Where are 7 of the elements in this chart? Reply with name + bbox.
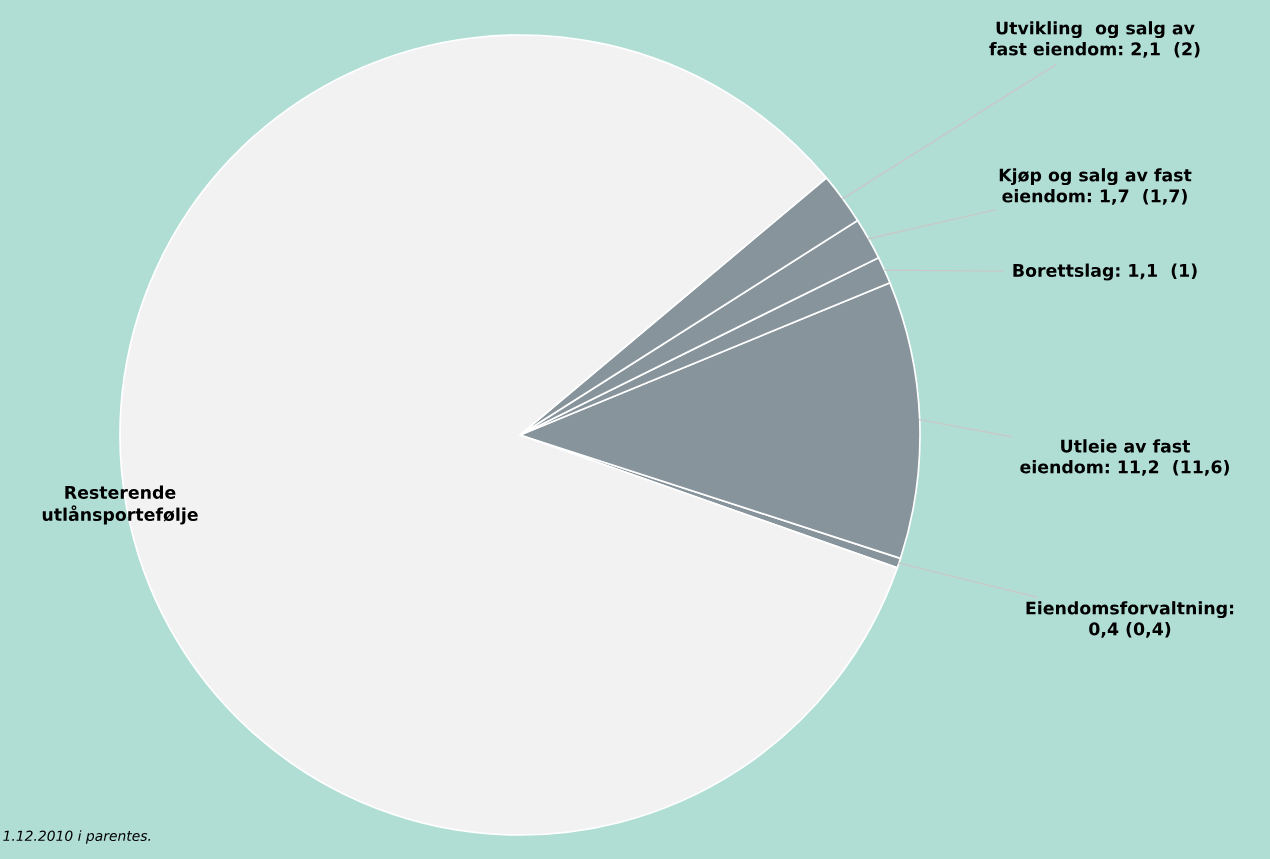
- slice-label: Utleie av fast eiendom: 11,2 (11,6): [1020, 439, 1229, 476]
- slice-label: Eiendomsforvaltning: 0,4 (0,4): [1026, 601, 1234, 638]
- slice-label: Kjøp og salg av fast eiendom: 1,7 (1,7): [999, 168, 1192, 205]
- text: 1.12.2010 i parentes.: [3, 830, 151, 844]
- slice-label: Resterende utlånsportefølje: [42, 485, 198, 525]
- slice-label: Utvikling og salg av fast eiendom: 2,1 (2): [989, 21, 1200, 58]
- slice-label: Borettslag: 1,1 (1): [1013, 263, 1197, 281]
